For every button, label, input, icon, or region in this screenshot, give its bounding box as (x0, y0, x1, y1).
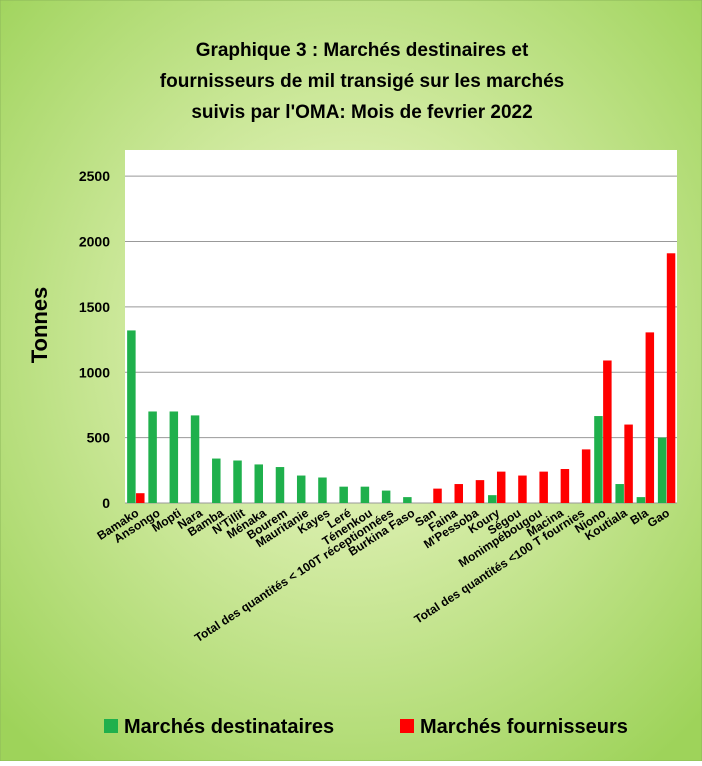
bar (615, 484, 624, 503)
bar (666, 253, 676, 503)
bar (488, 495, 497, 503)
legend-label: Marchés fournisseurs (420, 716, 628, 738)
bar (657, 437, 667, 503)
chart-title: fournisseurs de mil transigé sur les mar… (160, 71, 564, 92)
bar (603, 360, 612, 503)
bar (148, 411, 157, 503)
bar (136, 493, 145, 503)
bar (645, 332, 655, 503)
bar (581, 449, 591, 503)
y-tick-label: 2500 (79, 168, 110, 184)
legend-swatch (400, 719, 414, 733)
bar (381, 490, 391, 503)
bar (127, 330, 136, 503)
bar (233, 460, 242, 503)
bar (539, 471, 548, 503)
bar (275, 467, 285, 503)
bar (496, 471, 506, 503)
bar (518, 475, 527, 503)
bar (454, 484, 463, 503)
bar (560, 469, 570, 503)
bar (360, 486, 370, 503)
bar (624, 424, 633, 503)
legend-label: Marchés destinataires (124, 716, 334, 738)
bar (403, 497, 412, 503)
bar (339, 486, 348, 503)
y-tick-label: 1000 (79, 364, 110, 380)
bar (169, 411, 179, 503)
bar (254, 464, 263, 503)
bar (190, 415, 200, 503)
bar (475, 480, 485, 503)
bar (636, 497, 646, 503)
chart-title: Graphique 3 : Marchés destinaires et (196, 40, 529, 61)
y-axis-label: Tonnes (27, 287, 52, 364)
y-tick-label: 2000 (79, 234, 110, 250)
bar (296, 475, 306, 503)
bar (318, 477, 327, 503)
bar (594, 416, 603, 503)
y-tick-label: 1500 (79, 299, 110, 315)
bar (433, 488, 442, 503)
y-tick-label: 500 (87, 430, 111, 446)
legend-swatch (104, 719, 118, 733)
bar (212, 458, 221, 503)
chart-title: suivis par l'OMA: Mois de fevrier 2022 (191, 102, 532, 123)
y-tick-label: 0 (102, 495, 110, 511)
plot-area (125, 150, 677, 503)
